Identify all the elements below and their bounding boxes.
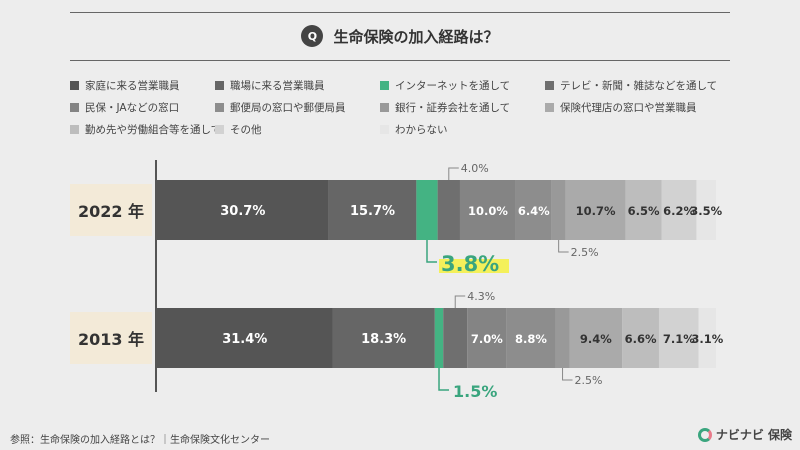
legend-swatch xyxy=(380,81,389,90)
segment-value-label: 15.7% xyxy=(350,204,395,219)
internet-callout-line xyxy=(426,240,437,263)
legend-swatch xyxy=(545,103,554,112)
tv-value-label: 4.0% xyxy=(461,162,489,175)
legend-label: 民保・JAなどの窓口 xyxy=(85,102,180,114)
segment-value-label: 6.5% xyxy=(628,204,660,218)
segment-value-label: 9.4% xyxy=(580,332,612,346)
bar-segment xyxy=(437,180,460,240)
legend-swatch xyxy=(380,125,389,134)
legend-label: わからない xyxy=(395,124,448,136)
legend-label: インターネットを通して xyxy=(395,80,511,92)
bar-segment xyxy=(467,308,507,368)
bar-segment xyxy=(569,308,623,368)
title-block: Q 生命保険の加入経路は？ xyxy=(0,22,800,50)
bar-segment xyxy=(565,180,626,240)
bar-segment xyxy=(416,180,438,240)
segment-value-label: 10.0% xyxy=(468,204,508,218)
segment-value-label: 3.1% xyxy=(691,332,723,346)
bar-segment xyxy=(696,180,716,240)
legend-item: わからない xyxy=(380,122,448,137)
bar-segment xyxy=(515,180,552,240)
internet-value-label: 3.8% xyxy=(441,252,499,276)
bar-segment xyxy=(459,180,516,240)
legend-label: 家庭に来る営業職員 xyxy=(85,80,180,92)
legend-item: 勤め先や労働組合等を通して xyxy=(70,122,221,137)
legend-swatch xyxy=(70,81,79,90)
legend-label: 郵便局の窓口や郵便局員 xyxy=(230,102,346,114)
highlight-marker xyxy=(438,259,509,273)
legend-swatch xyxy=(70,103,79,112)
bar-segment xyxy=(443,308,468,368)
top-rule xyxy=(70,12,730,13)
tv-callout-line xyxy=(454,295,466,308)
bar-segment xyxy=(698,308,716,368)
tv-callout-line xyxy=(448,167,459,180)
question-badge: Q xyxy=(301,25,324,47)
legend-item: 家庭に来る営業職員 xyxy=(70,78,180,93)
legend-item: 民保・JAなどの窓口 xyxy=(70,100,179,115)
legend-swatch xyxy=(215,125,224,134)
legend-swatch xyxy=(380,103,389,112)
segment-value-label: 31.4% xyxy=(222,332,267,347)
legend-label: その他 xyxy=(230,124,262,136)
segment-value-label: 8.8% xyxy=(515,332,547,346)
bar-segment xyxy=(328,180,417,240)
legend-label: 銀行・証券会社を通して xyxy=(395,102,511,114)
legend-item: 銀行・証券会社を通して xyxy=(380,100,510,115)
legend-label: 保険代理店の窓口や営業職員 xyxy=(560,102,697,114)
segment-value-label: 3.5% xyxy=(690,204,722,218)
legend-item: 職場に来る営業職員 xyxy=(215,78,325,93)
segment-value-label: 7.1% xyxy=(663,332,695,346)
bar-segment xyxy=(658,308,699,368)
bar-segment xyxy=(157,308,333,368)
legend-label: 勤め先や労働組合等を通して xyxy=(85,124,222,136)
segment-value-label: 6.6% xyxy=(625,332,657,346)
legend-swatch xyxy=(215,81,224,90)
tv-value-label: 4.3% xyxy=(467,290,495,303)
legend-item: 保険代理店の窓口や営業職員 xyxy=(545,100,697,115)
segment-value-label: 7.0% xyxy=(471,332,503,346)
legend-item: その他 xyxy=(215,122,262,137)
bar-segment xyxy=(506,308,556,368)
legend-swatch xyxy=(545,81,554,90)
segment-value-label: 30.7% xyxy=(220,204,265,219)
year-label-2013: 2013 年 xyxy=(70,312,152,364)
bank-value-label: 2.5% xyxy=(575,374,603,387)
legend-label: テレビ・新聞・雑誌などを通して xyxy=(560,80,718,92)
segment-value-label: 6.4% xyxy=(518,204,550,218)
legend-label: 職場に来る営業職員 xyxy=(230,80,325,92)
bank-callout-line xyxy=(558,240,569,253)
legend-swatch xyxy=(70,125,79,134)
internet-callout-line xyxy=(438,368,450,391)
legend-swatch xyxy=(215,103,224,112)
brand-name: ナビナビ 保険 xyxy=(715,428,792,442)
internet-value-label: 1.5% xyxy=(453,382,497,401)
brand-logo: ナビナビ 保険 xyxy=(697,426,792,443)
segment-value-label: 18.3% xyxy=(361,332,406,347)
bar-segment xyxy=(661,180,697,240)
bank-callout-line xyxy=(562,368,573,381)
title-rule xyxy=(70,60,730,61)
source-note: 参照：生命保険の加入経路とは？｜生命保険文化センター xyxy=(10,435,270,446)
bar-segment xyxy=(157,180,329,240)
legend-item: テレビ・新聞・雑誌などを通して xyxy=(545,78,717,93)
segment-value-label: 6.2% xyxy=(663,204,695,218)
bank-value-label: 2.5% xyxy=(571,246,599,259)
bar-segment xyxy=(622,308,659,368)
brand-icon xyxy=(697,427,712,442)
page-title: 生命保険の加入経路は？ xyxy=(333,27,499,46)
bar-segment xyxy=(625,180,662,240)
bar-segment xyxy=(434,308,444,368)
bar-segment xyxy=(555,308,570,368)
legend-item: 郵便局の窓口や郵便局員 xyxy=(215,100,346,115)
segment-value-label: 10.7% xyxy=(576,204,616,218)
year-label-2022: 2022 年 xyxy=(70,184,152,236)
bar-segment xyxy=(332,308,435,368)
bar-segment xyxy=(551,180,566,240)
legend-item: インターネットを通して xyxy=(380,78,510,93)
